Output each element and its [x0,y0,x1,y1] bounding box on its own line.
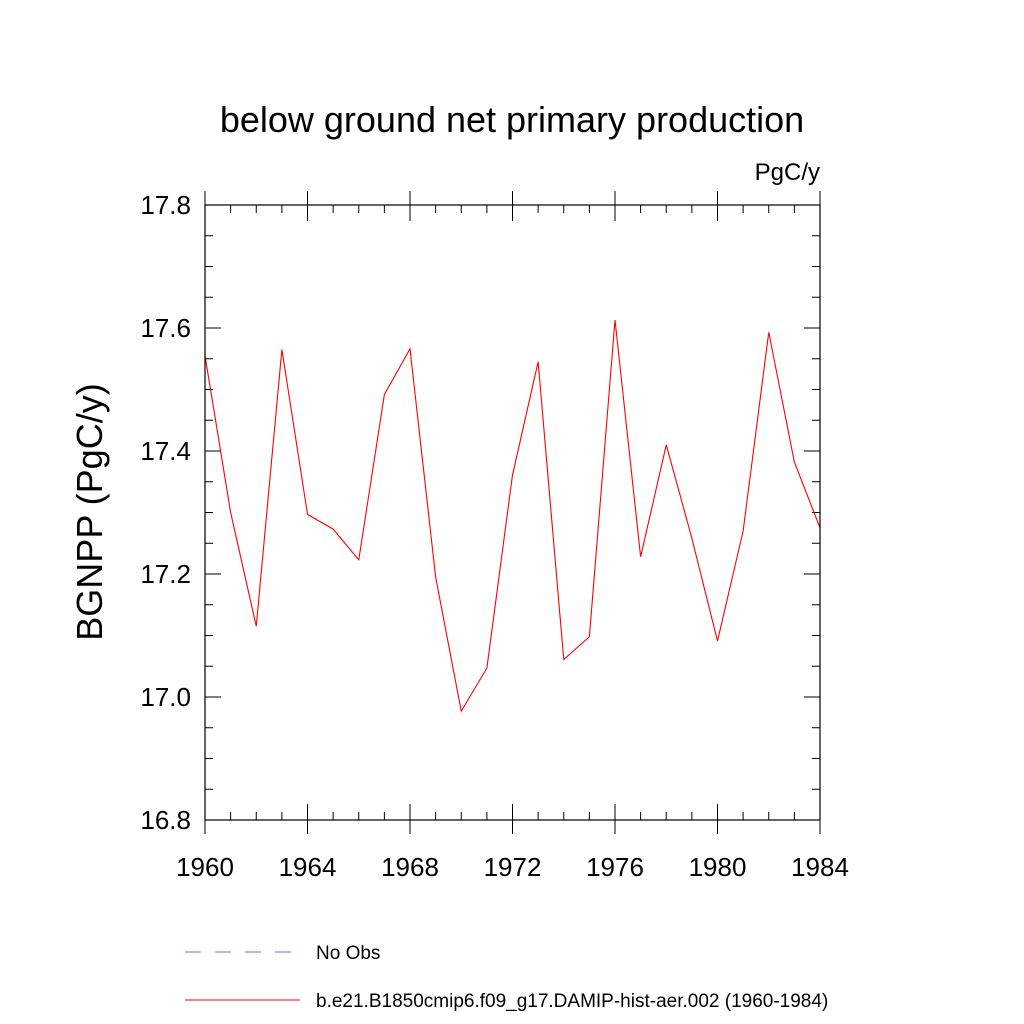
x-tick-label: 1984 [791,852,849,882]
y-tick-label: 17.4 [140,436,191,466]
units-label: PgC/y [755,159,820,186]
y-tick-label: 17.2 [140,559,191,589]
series-line [204,319,821,713]
plot-frame [204,204,821,821]
series-layer [204,319,821,713]
y-tick-label: 17.0 [140,682,191,712]
x-tick-label: 1972 [484,852,542,882]
y-ticks: 16.8 17.0 17.2 17.4 17.6 17.8 [140,190,820,835]
legend-label-no-obs: No Obs [316,943,380,964]
legend: No Obs b.e21.B1850cmip6.f09_g17.DAMIP-hi… [185,943,828,1012]
y-axis-title: BGNPP (PgC/y) [69,383,110,640]
x-tick-label: 1968 [381,852,439,882]
y-tick-label: 17.8 [140,190,191,220]
x-tick-label: 1980 [689,852,747,882]
x-ticks: 1960 1964 1968 1972 1976 1980 1984 [176,191,849,882]
legend-label-model: b.e21.B1850cmip6.f09_g17.DAMIP-hist-aer.… [316,991,828,1012]
x-tick-label: 1960 [176,852,234,882]
x-tick-label: 1976 [586,852,644,882]
chart-title: below ground net primary production [220,99,804,140]
x-tick-label: 1964 [279,852,337,882]
y-tick-label: 16.8 [140,805,191,835]
y-tick-label: 17.6 [140,313,191,343]
